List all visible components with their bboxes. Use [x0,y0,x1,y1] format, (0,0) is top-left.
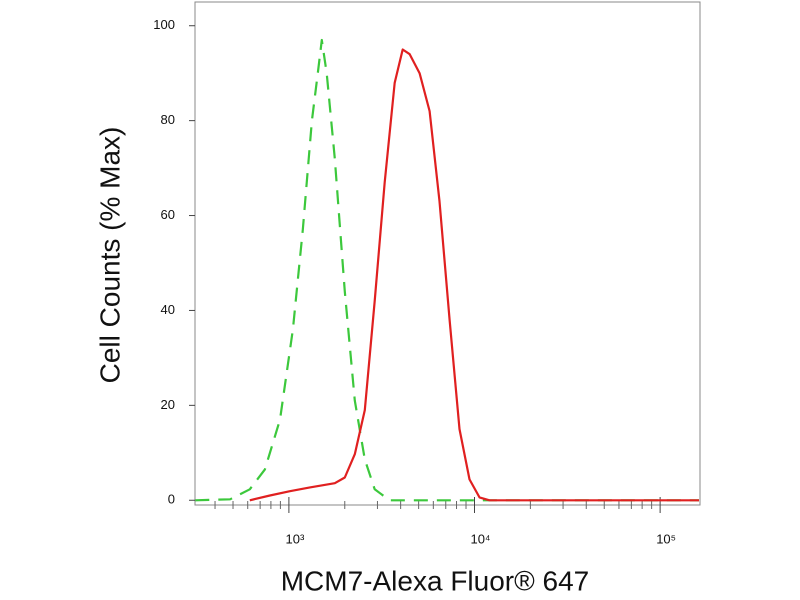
histogram-line [249,48,699,502]
x-tick-label: 10⁵ [656,531,676,546]
y-tick-label: 80 [161,112,175,127]
y-tick-label: 0 [168,492,175,507]
y-tick-label: 100 [153,17,175,32]
y-tick-label: 20 [161,397,175,412]
plot-frame [194,1,701,506]
x-tick-label: 10³ [285,531,304,546]
y-axis-title: Cell Counts (% Max) [94,127,125,384]
histogram-line [195,38,699,502]
x-axis-title: MCM7-Alexa Fluor® 647 [281,565,590,596]
x-tick-label: 10⁴ [470,531,490,546]
y-tick-label: 60 [161,207,175,222]
y-tick-label: 40 [161,302,175,317]
